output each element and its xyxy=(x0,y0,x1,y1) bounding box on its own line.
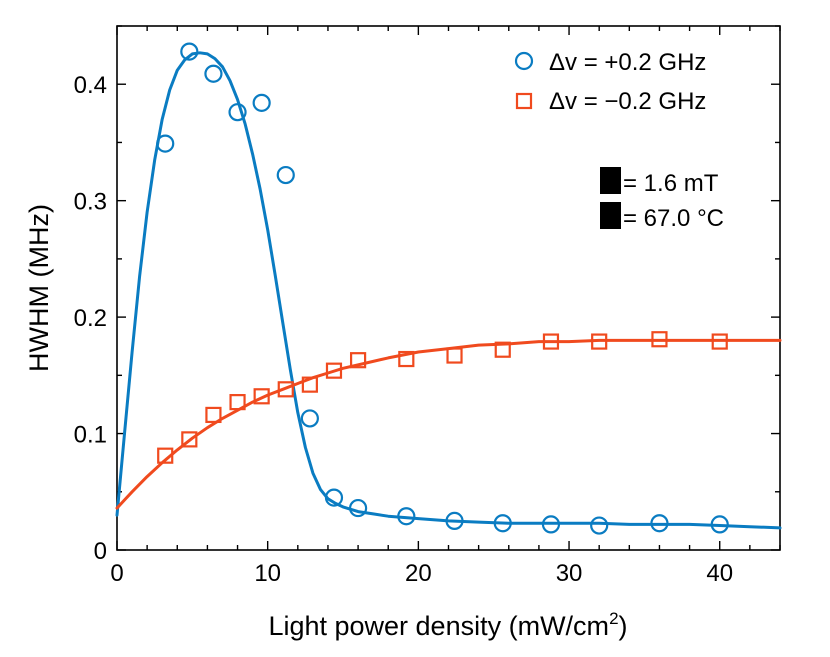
data-point-positive xyxy=(228,103,247,122)
legend-marker-positive xyxy=(514,51,534,71)
data-point-positive xyxy=(590,516,609,535)
annotations: = 1.6 mT = 67.0 °C xyxy=(600,167,724,232)
data-point-negative xyxy=(181,431,198,448)
x-tick-label: 10 xyxy=(254,560,281,587)
data-point-negative xyxy=(229,394,246,411)
data-point-negative xyxy=(494,341,511,358)
x-axis-title: Light power density (mW/cm2) xyxy=(268,609,627,641)
data-point-negative xyxy=(253,388,270,405)
legend-marker-negative xyxy=(515,92,533,110)
y-tick-label: 0 xyxy=(94,538,107,565)
data-point-negative xyxy=(205,406,222,424)
data-point-negative xyxy=(301,376,318,393)
data-markers xyxy=(156,42,729,535)
data-point-negative xyxy=(446,347,463,364)
data-point-positive xyxy=(493,514,512,533)
data-point-positive xyxy=(445,511,464,530)
data-point-positive xyxy=(541,515,561,534)
data-point-positive xyxy=(324,488,344,507)
axis-tick-labels: 0 10 20 30 40 0 0.1 0.2 0.3 0.4 xyxy=(74,72,733,587)
y-tick-label: 0.2 xyxy=(74,305,107,332)
data-point-positive xyxy=(156,134,175,153)
fit-curve-negative xyxy=(115,338,782,510)
data-point-positive xyxy=(252,93,271,112)
annotation-field-box xyxy=(600,167,621,194)
data-point-negative xyxy=(542,333,560,350)
data-point-negative xyxy=(157,447,174,464)
data-point-negative xyxy=(651,331,668,348)
data-point-positive xyxy=(276,165,295,185)
annotation-temperature-box xyxy=(600,202,621,229)
data-point-negative xyxy=(398,350,415,368)
x-tick-label: 40 xyxy=(706,560,733,587)
data-point-negative xyxy=(591,333,608,350)
fit-curves xyxy=(115,51,782,530)
data-point-negative xyxy=(349,352,367,369)
fit-curve-positive xyxy=(115,51,782,530)
y-tick-label: 0.3 xyxy=(74,189,107,216)
data-point-negative xyxy=(325,362,343,379)
data-point-negative xyxy=(277,381,294,398)
legend: Δv = +0.2 GHz Δv = −0.2 GHz xyxy=(514,49,706,115)
legend-label-negative: Δv = −0.2 GHz xyxy=(549,88,706,115)
data-point-positive xyxy=(710,515,729,534)
data-point-positive xyxy=(397,507,416,526)
x-tick-label: 30 xyxy=(556,560,583,587)
data-point-positive xyxy=(180,42,199,61)
data-point-positive xyxy=(348,498,368,518)
data-point-negative xyxy=(711,333,728,350)
annotation-temperature: = 67.0 °C xyxy=(623,205,724,232)
x-tick-label: 0 xyxy=(110,560,123,587)
axis-ticks xyxy=(116,25,781,551)
x-tick-label: 20 xyxy=(405,560,432,587)
data-point-positive xyxy=(204,64,223,83)
y-tick-label: 0.1 xyxy=(74,422,107,449)
y-axis-title: HWHM (MHz) xyxy=(24,204,54,372)
data-point-positive xyxy=(300,409,319,428)
data-point-positive xyxy=(650,514,669,533)
legend-label-positive: Δv = +0.2 GHz xyxy=(549,49,706,76)
annotation-field: = 1.6 mT xyxy=(623,170,719,197)
y-tick-label: 0.4 xyxy=(74,72,107,99)
